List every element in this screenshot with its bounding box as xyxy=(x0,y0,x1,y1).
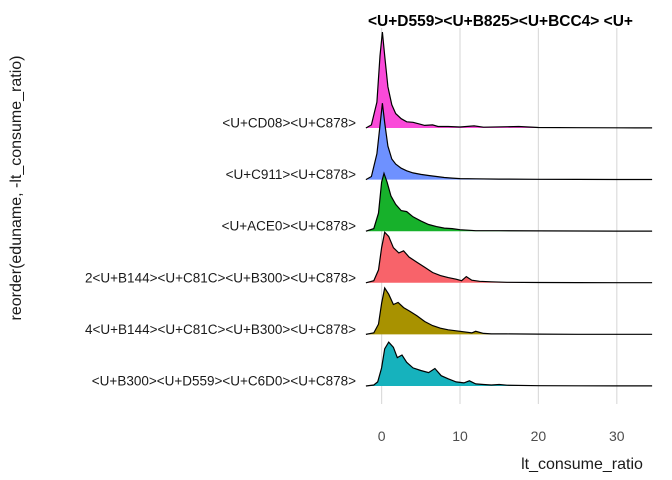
category-label: <U+C911><U+C878> xyxy=(226,167,356,182)
x-tick-label: 10 xyxy=(452,428,468,444)
ridge-line xyxy=(365,31,653,129)
ridge-area xyxy=(365,232,653,283)
ridge-area xyxy=(365,288,653,335)
chart-title: <U+D559><U+B825><U+BCC4> <U+ xyxy=(368,13,633,30)
density-ridges xyxy=(365,31,653,387)
category-label: <U+B300><U+D559><U+C6D0><U+C878> xyxy=(92,374,356,389)
ridge-line xyxy=(365,286,653,335)
category-labels: <U+CD08><U+C878> <U+C911><U+C878> <U+ACE0>… xyxy=(85,116,356,389)
ridge-line xyxy=(365,341,653,387)
ridge-line xyxy=(365,230,653,284)
category-label: <U+ACE0><U+C878> xyxy=(222,219,356,234)
x-tick-label: 20 xyxy=(531,428,547,444)
ridge-area xyxy=(365,32,653,128)
x-tick-label: 0 xyxy=(378,428,386,444)
x-gridlines xyxy=(381,28,618,404)
y-axis-title: reorder(eduname, -lt_consume_ratio) xyxy=(8,55,25,320)
ridge-area xyxy=(365,342,653,386)
ridge-line xyxy=(365,103,653,181)
category-label: 4<U+B144><U+C81C><U+B300><U+C878> xyxy=(85,322,356,337)
x-tick-label: 30 xyxy=(609,428,625,444)
category-label: <U+CD08><U+C878> xyxy=(222,116,356,131)
ridge-line xyxy=(365,171,653,232)
x-tick-labels: 0 10 20 30 xyxy=(378,428,625,444)
category-label: 2<U+B144><U+C81C><U+B300><U+C878> xyxy=(85,270,356,285)
ridge-area xyxy=(365,173,653,232)
x-axis-title: lt_consume_ratio xyxy=(521,456,643,473)
ridge-area xyxy=(365,103,653,180)
